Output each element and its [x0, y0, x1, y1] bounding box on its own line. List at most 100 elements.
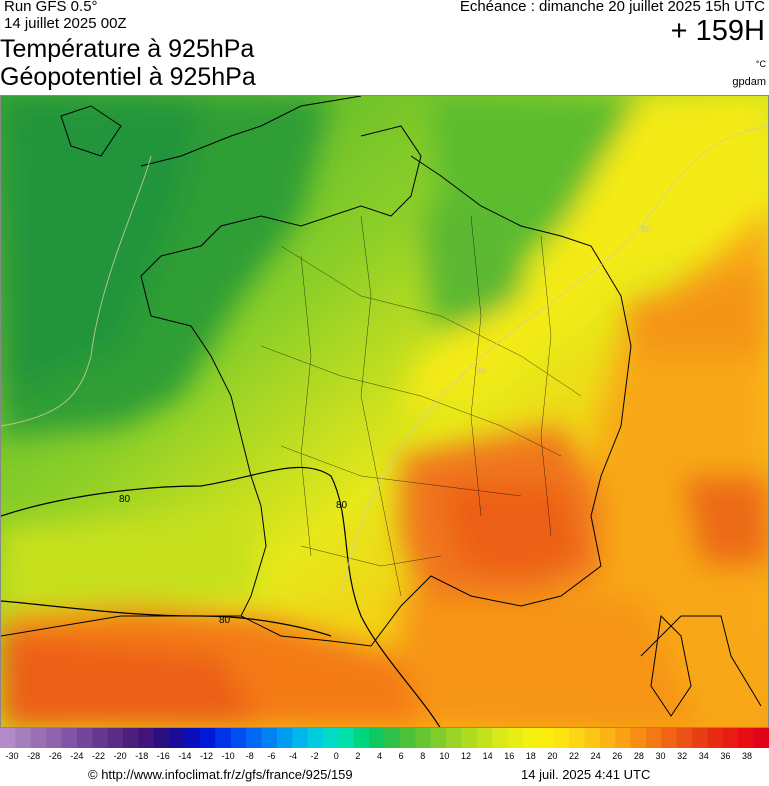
colorbar-tick: -20: [113, 751, 127, 761]
colorbar-swatch: [599, 728, 616, 748]
colorbar-tick: 22: [569, 751, 580, 761]
colorbar-tick: 0: [333, 751, 339, 761]
map-title-geopotential: Géopotentiel à 925hPa: [0, 63, 256, 91]
forecast-valid-time: Echéance : dimanche 20 juillet 2025 15h …: [459, 0, 765, 15]
map-canvas: 80 80 80 80 80: [1, 96, 768, 727]
contour-label: 80: [219, 615, 231, 626]
colorbar-swatch: [76, 728, 93, 748]
colorbar-tick: 36: [720, 751, 731, 761]
colorbar-swatch: [92, 728, 109, 748]
colorbar-tick: 10: [439, 751, 450, 761]
colorbar-swatch: [153, 728, 170, 748]
colorbar-tick: 30: [655, 751, 666, 761]
colorbar-swatch: [615, 728, 632, 748]
colorbar-tick: -4: [289, 751, 298, 761]
temperature-map[interactable]: 80 80 80 80 80: [0, 95, 769, 728]
colorbar-tick: -12: [200, 751, 214, 761]
colorbar-tick: 32: [677, 751, 688, 761]
colorbar-tick: -28: [27, 751, 41, 761]
temperature-colorbar: [0, 728, 769, 748]
colorbar-swatch: [630, 728, 647, 748]
colorbar-tick: -6: [267, 751, 276, 761]
colorbar-swatch: [476, 728, 493, 748]
colorbar-swatch: [399, 728, 416, 748]
colorbar-swatch: [430, 728, 447, 748]
colorbar-swatch: [553, 728, 570, 748]
colorbar-tick: 6: [398, 751, 404, 761]
colorbar-swatch: [353, 728, 370, 748]
colorbar-swatch: [584, 728, 601, 748]
colorbar-swatch: [507, 728, 524, 748]
run-title: Run GFS 0.5°: [4, 0, 98, 15]
colorbar-swatches: [0, 728, 769, 748]
colorbar-swatch: [492, 728, 509, 748]
colorbar-swatch: [30, 728, 47, 748]
colorbar-swatch: [0, 728, 16, 748]
colorbar-tick: 20: [547, 751, 558, 761]
colorbar-swatch: [138, 728, 155, 748]
colorbar-tick: -18: [135, 751, 149, 761]
generation-time: 14 juil. 2025 4:41 UTC: [521, 767, 651, 782]
contour-label: 80: [336, 500, 348, 511]
colorbar-tick: -22: [91, 751, 105, 761]
colorbar-swatch: [384, 728, 401, 748]
isotherm-label: 80: [641, 224, 651, 234]
colorbar-swatch: [215, 728, 232, 748]
colorbar-swatch: [107, 728, 124, 748]
colorbar-swatch: [276, 728, 293, 748]
colorbar-swatch: [446, 728, 462, 748]
colorbar-tick-labels: -30 -28 -26 -24 -22 -20 -18 -16 -14 -12 -10 -8 -6 -4-…: [0, 751, 769, 765]
forecast-horizon: + 159H: [670, 15, 765, 47]
contour-label: 80: [119, 494, 131, 505]
colorbar-tick: 8: [420, 751, 426, 761]
colorbar-tick: -2: [310, 751, 319, 761]
colorbar-swatch: [230, 728, 247, 748]
colorbar-swatch: [538, 728, 555, 748]
unit-label: °C: [755, 59, 766, 69]
colorbar-swatch: [722, 728, 739, 748]
colorbar-tick: -16: [156, 751, 170, 761]
copyright-link[interactable]: © http://www.infoclimat.fr/z/gfs/france/…: [88, 767, 353, 782]
colorbar-tick: 16: [504, 751, 515, 761]
colorbar-swatch: [661, 728, 678, 748]
colorbar-tick: -30: [5, 751, 19, 761]
colorbar-tick: 34: [698, 751, 709, 761]
colorbar-swatch: [292, 728, 309, 748]
colorbar-swatch: [707, 728, 724, 748]
colorbar-swatch: [123, 728, 140, 748]
colorbar-tick: 38: [741, 751, 753, 761]
colorbar-tick: -26: [48, 751, 62, 761]
isotherm-label: 80: [476, 366, 486, 376]
colorbar-tick: 12: [460, 751, 471, 761]
colorbar-swatch: [369, 728, 386, 748]
colorbar-swatch: [199, 728, 216, 748]
colorbar-swatch: [169, 728, 186, 748]
colorbar-swatch: [645, 728, 662, 748]
colorbar-swatch: [261, 728, 278, 748]
colorbar-swatch: [461, 728, 478, 748]
colorbar-swatch: [522, 728, 539, 748]
colorbar-swatch: [15, 728, 32, 748]
colorbar-tick: -14: [178, 751, 192, 761]
colorbar-tick: -8: [245, 751, 254, 761]
colorbar-tick: 14: [482, 751, 493, 761]
colorbar-swatch: [692, 728, 709, 748]
colorbar-swatch: [246, 728, 263, 748]
colorbar-tick: 4: [376, 751, 383, 761]
colorbar-tick: 2: [355, 751, 361, 761]
colorbar-swatch: [184, 728, 201, 748]
source-tag: gpdam: [732, 76, 766, 88]
colorbar-swatch: [753, 728, 769, 748]
colorbar-swatch: [46, 728, 63, 748]
map-title-temperature: Température à 925hPa: [0, 35, 255, 63]
colorbar-tick: 28: [633, 751, 644, 761]
colorbar-swatch: [569, 728, 586, 748]
colorbar-swatch: [676, 728, 693, 748]
colorbar-swatch: [415, 728, 432, 748]
colorbar-tick: 24: [590, 751, 601, 761]
colorbar-swatch: [61, 728, 78, 748]
colorbar-swatch: [307, 728, 324, 748]
colorbar-tick: 18: [525, 751, 536, 761]
colorbar-tick: -10: [221, 751, 235, 761]
colorbar-swatch: [738, 728, 755, 748]
